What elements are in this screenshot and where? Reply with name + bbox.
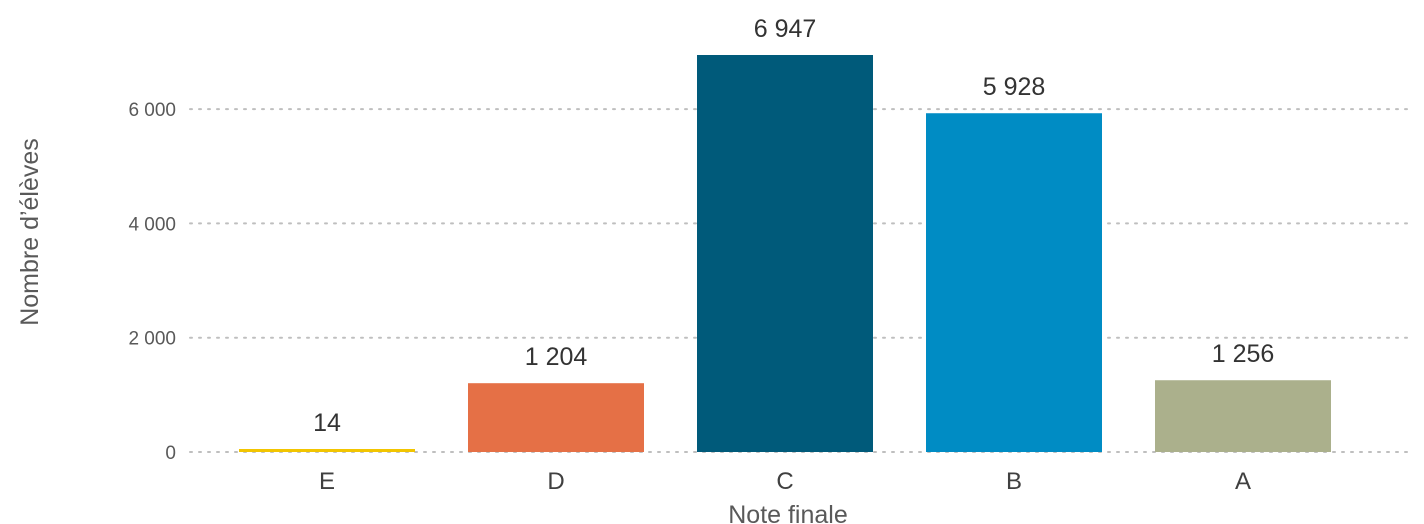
category-label: E bbox=[319, 468, 335, 495]
bar-b bbox=[926, 113, 1102, 453]
value-label: 5 928 bbox=[983, 73, 1046, 101]
bar-a bbox=[1155, 380, 1331, 452]
y-tick-label: 4 000 bbox=[128, 214, 176, 235]
value-label: 6 947 bbox=[754, 15, 817, 43]
y-tick-label: 0 bbox=[165, 443, 176, 464]
value-labels: 14 1 204 6 947 5 928 1 256 bbox=[313, 15, 1274, 437]
category-label: B bbox=[1006, 468, 1022, 495]
value-label: 14 bbox=[313, 409, 341, 437]
bar-c bbox=[697, 55, 873, 452]
bar-e bbox=[239, 449, 415, 452]
bar-d bbox=[468, 383, 644, 452]
value-label: 1 256 bbox=[1212, 340, 1275, 368]
y-tick-label: 6 000 bbox=[128, 100, 176, 121]
category-label: C bbox=[776, 468, 793, 495]
y-axis-title: Nombre d’élèves bbox=[16, 138, 44, 326]
y-tick-label: 2 000 bbox=[128, 329, 176, 350]
category-label: D bbox=[547, 468, 564, 495]
category-label: A bbox=[1235, 468, 1251, 495]
x-axis-title: Note finale bbox=[728, 501, 848, 524]
bars bbox=[239, 55, 1331, 453]
y-axis-ticks: 0 2 000 4 000 6 000 bbox=[128, 100, 176, 464]
value-label: 1 204 bbox=[525, 343, 588, 371]
